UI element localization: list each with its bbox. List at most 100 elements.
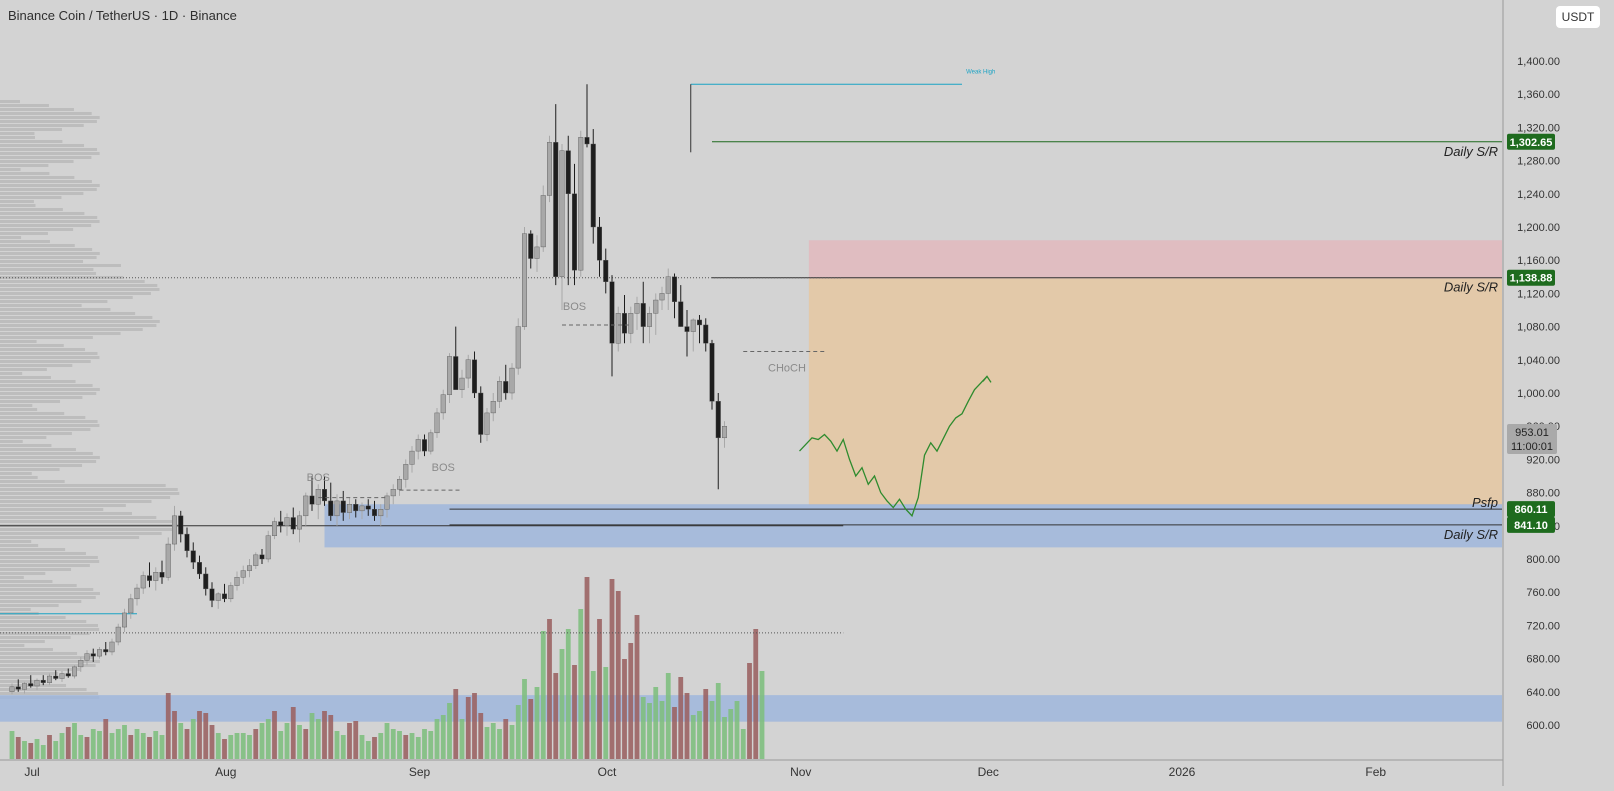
volume-profile-bar [0,676,31,679]
candle-body [715,401,721,439]
time-tick-label: Oct [598,765,617,779]
volume-profile-bar [0,476,38,479]
candle-body [422,439,428,452]
volume-profile-bar [0,104,49,107]
volume-bars [9,577,765,759]
volume-bar [459,719,465,759]
candle-body [284,517,290,527]
volume-profile-bar [0,140,63,143]
volume-bar [122,725,127,759]
volume-profile-bar [0,328,143,331]
volume-profile-bar [0,348,86,351]
volume-bar [240,733,246,759]
volume-profile-bar [0,464,83,467]
time-axis[interactable]: Jul Aug Sep Oct Nov Dec 2026 Feb [0,759,1503,779]
volume-profile-bar [0,352,98,355]
volume-profile-bar [0,384,93,387]
volume-bar [147,737,152,759]
candle-body [409,450,415,465]
volume-profile-bar [0,156,92,159]
candle-body [515,326,521,369]
candle-body [22,683,28,690]
candle-body [134,587,140,600]
volume-profile-bar [0,200,34,203]
volume-profile-bar [0,416,86,419]
volume-bar [434,719,440,759]
projection-arrow [982,375,992,383]
volume-profile-bar [0,176,75,179]
volume-bar [665,673,671,759]
volume-profile-bar [0,204,36,207]
candle-body [140,575,146,589]
volume-bar [378,733,384,759]
volume-bar [284,723,290,759]
candle-body [78,660,84,668]
price-tick-label: 1,200.00 [1517,222,1560,234]
volume-profile-bar [0,600,82,603]
volume-bar [9,731,15,759]
candle-body [228,585,234,600]
volume-profile-bar [0,596,96,599]
price-tick-label: 600.00 [1526,720,1560,732]
volume-profile-bar [0,168,21,171]
volume-bar [153,731,159,759]
level-price-tag [1507,133,1555,150]
volume-bar [528,699,534,759]
annotation-label: Weak High [966,69,995,75]
volume-profile-bar [0,152,100,155]
symbol-title[interactable]: Binance Coin / TetherUS · 1D · Binance [8,8,237,23]
volume-profile-bar [0,304,82,307]
candle-body [53,675,59,679]
countdown-label: 11:00:01 [1511,441,1553,453]
currency-button[interactable]: USDT [1556,6,1600,28]
candle-body [659,293,665,301]
candle-body [15,686,21,690]
volume-profile-bar [0,528,176,531]
volume-bar [603,667,609,759]
volume-bar [209,725,215,759]
volume-profile-bar [0,248,93,251]
candle-body [678,301,684,327]
volume-profile-bar [0,180,92,183]
candle-body [84,653,90,661]
volume-profile-bar [0,144,85,147]
volume-bar [78,735,84,759]
volume-profile-bar [0,340,37,343]
volume-bar [234,733,240,759]
volume-profile-bar [0,216,98,219]
volume-profile-bar [0,688,87,691]
volume-profile-bar [0,244,75,247]
volume-bar [715,683,721,759]
candle-body [478,392,484,435]
volume-bar [597,619,602,759]
volume-profile-bar [0,580,53,583]
candle-body [165,543,171,578]
volume-profile-bar [0,356,100,359]
zone-target [808,278,1502,506]
volume-profile-bar [0,120,97,123]
volume-profile-bar [0,136,35,139]
candle-body [365,505,371,510]
volume-bar [484,727,490,759]
candle-body [215,593,221,601]
price-axis[interactable]: 600.00640.00680.00720.00760.00800.00840.… [1444,0,1614,786]
volume-profile-bar [0,560,100,563]
volume-bar [90,729,96,759]
candle-body [484,412,490,435]
volume-profile-bar [0,108,74,111]
volume-bar [34,739,40,759]
volume-bar [265,719,271,759]
volume-profile-bar [0,556,98,559]
volume-profile-bar [0,452,93,455]
level-price-tag [1507,269,1555,286]
level-lines [0,83,1502,634]
volume-profile-bar [0,424,100,427]
volume-bar [390,729,396,759]
volume-bar [15,737,21,759]
volume-profile-bar [0,620,87,623]
volume-bar [415,737,421,759]
volume-bar [347,723,352,759]
volume-profile-bar [0,624,98,627]
